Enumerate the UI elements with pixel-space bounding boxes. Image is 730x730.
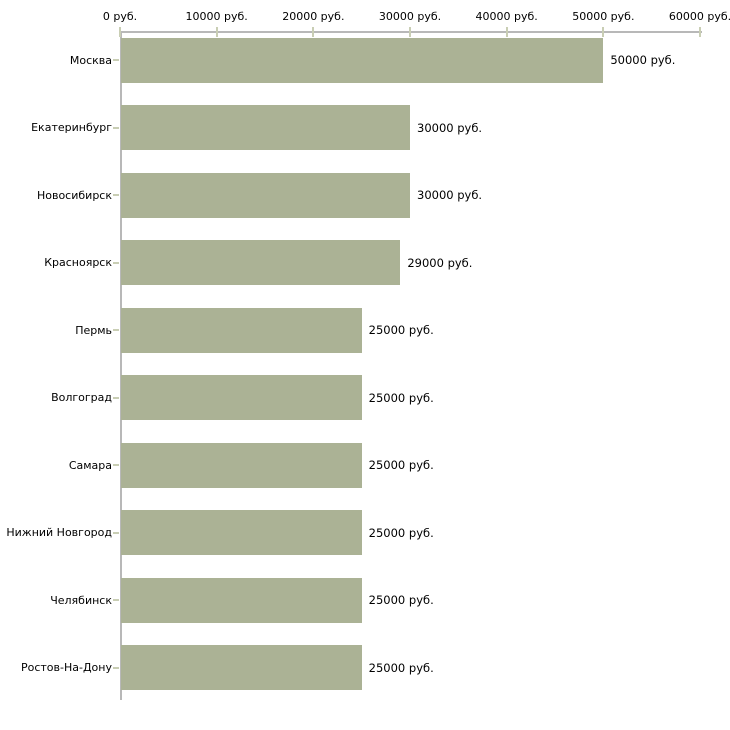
category-label: Волгоград — [51, 391, 112, 404]
bar — [121, 442, 362, 488]
bar — [121, 37, 604, 83]
bar-value-label: 30000 руб. — [417, 120, 483, 135]
x-axis-tick-mark-icon — [409, 27, 411, 37]
category-tick-mark-icon — [113, 59, 119, 61]
category-tick-mark-icon — [113, 599, 119, 601]
category-tick-mark-icon — [113, 464, 119, 466]
category-tick-mark-icon — [113, 531, 119, 534]
y-axis-line — [120, 31, 122, 700]
x-axis-tick-mark-icon — [699, 27, 701, 37]
category-tick-mark-icon — [113, 329, 119, 331]
bar-value-label: 30000 руб. — [417, 188, 483, 202]
category-label: Нижний Новгород — [6, 526, 112, 539]
bar — [121, 645, 362, 690]
x-axis-tick-mark-icon — [312, 27, 315, 37]
bar-value-label: 25000 руб. — [368, 458, 434, 472]
bar — [121, 510, 362, 555]
category-label: Челябинск — [50, 593, 112, 607]
x-axis-tick-mark-icon — [505, 27, 508, 37]
x-axis-tick-label: 60000 руб. — [668, 10, 730, 23]
x-axis-tick-mark-icon — [602, 27, 605, 37]
x-axis-tick-label: 40000 руб. — [475, 10, 538, 23]
bar — [121, 577, 362, 623]
bar-value-label: 25000 руб. — [368, 323, 434, 337]
bar-value-label: 25000 руб. — [368, 660, 434, 675]
bar-value-label: 25000 руб. — [368, 390, 434, 405]
category-tick-mark-icon — [113, 126, 119, 129]
category-tick-mark-icon — [113, 261, 119, 264]
category-label: Москва — [69, 53, 112, 67]
bar — [121, 172, 410, 218]
x-axis-tick-label: 30000 руб. — [378, 10, 442, 23]
bar-value-label: 25000 руб. — [368, 593, 434, 607]
category-tick-mark-icon — [113, 666, 119, 669]
bar — [121, 240, 401, 285]
bar — [121, 375, 362, 420]
x-axis-tick-mark-icon — [119, 27, 121, 37]
x-axis-line — [120, 31, 702, 33]
bar — [121, 307, 362, 353]
bar-value-label: 25000 руб. — [368, 525, 434, 540]
bar-value-label: 29000 руб. — [407, 255, 473, 270]
category-label: Новосибирск — [36, 188, 112, 202]
category-label: Пермь — [75, 323, 112, 337]
bar — [121, 105, 410, 150]
category-label: Екатеринбург — [31, 121, 112, 134]
category-label: Самара — [68, 458, 112, 472]
category-tick-mark-icon — [113, 194, 119, 196]
bar-value-label: 50000 руб. — [610, 53, 676, 67]
category-label: Красноярск — [44, 256, 112, 269]
x-axis-tick-label: 20000 руб. — [282, 10, 345, 23]
category-tick-mark-icon — [113, 396, 119, 399]
x-axis-tick-label: 0 руб. — [102, 10, 138, 23]
x-axis-tick-label: 10000 руб. — [185, 10, 248, 23]
x-axis-tick-label: 50000 руб. — [572, 10, 635, 23]
x-axis-tick-mark-icon — [215, 27, 218, 37]
category-label: Ростов-На-Дону — [20, 661, 112, 674]
